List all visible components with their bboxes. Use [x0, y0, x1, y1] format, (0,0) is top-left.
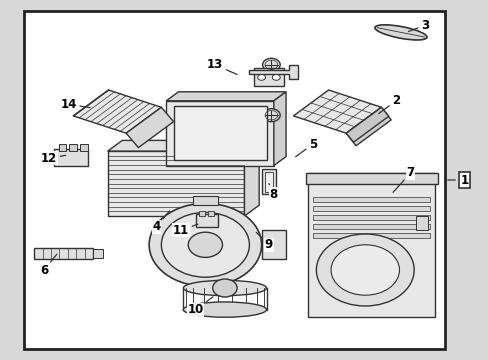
- Circle shape: [212, 279, 237, 297]
- Circle shape: [188, 232, 222, 257]
- Circle shape: [257, 75, 265, 80]
- Text: 12: 12: [41, 152, 65, 165]
- Circle shape: [316, 234, 413, 306]
- Bar: [107, 151, 244, 216]
- Circle shape: [262, 109, 280, 122]
- Text: 2: 2: [378, 94, 399, 113]
- Text: 3: 3: [407, 19, 428, 32]
- Text: 14: 14: [60, 98, 90, 111]
- Circle shape: [262, 58, 280, 71]
- Text: 6: 6: [40, 254, 57, 276]
- Text: 9: 9: [256, 232, 272, 251]
- Text: 5: 5: [295, 138, 316, 157]
- Text: 8: 8: [268, 184, 277, 201]
- Polygon shape: [107, 140, 259, 151]
- Bar: [93, 249, 102, 258]
- Text: 7: 7: [392, 166, 414, 192]
- Bar: [44, 155, 54, 164]
- Polygon shape: [346, 107, 390, 146]
- Bar: [54, 149, 88, 166]
- Bar: [312, 233, 429, 238]
- Text: 4: 4: [152, 211, 169, 233]
- Bar: [193, 196, 217, 205]
- Circle shape: [330, 245, 399, 295]
- Polygon shape: [166, 92, 285, 101]
- Bar: [199, 211, 204, 216]
- Ellipse shape: [183, 280, 266, 296]
- Polygon shape: [73, 90, 161, 133]
- Ellipse shape: [183, 302, 266, 317]
- Bar: [312, 224, 429, 229]
- Ellipse shape: [374, 25, 426, 40]
- Bar: [59, 144, 66, 151]
- Text: 10: 10: [187, 297, 212, 316]
- Circle shape: [149, 203, 261, 286]
- Polygon shape: [244, 140, 259, 216]
- Bar: [312, 215, 429, 220]
- Polygon shape: [126, 107, 173, 148]
- Text: 1: 1: [447, 174, 468, 186]
- Text: 11: 11: [172, 224, 198, 237]
- Bar: [305, 173, 437, 184]
- Bar: [312, 206, 429, 211]
- Bar: [173, 106, 266, 160]
- Bar: [254, 68, 283, 86]
- Bar: [312, 197, 429, 202]
- Bar: [166, 101, 273, 166]
- Polygon shape: [293, 90, 381, 133]
- Polygon shape: [249, 65, 298, 79]
- Bar: [415, 216, 427, 230]
- Bar: [69, 144, 77, 151]
- Bar: [264, 172, 273, 192]
- Polygon shape: [261, 230, 285, 259]
- Bar: [195, 214, 217, 227]
- Text: 13: 13: [206, 58, 237, 75]
- Bar: [80, 144, 87, 151]
- Bar: [24, 11, 444, 349]
- Circle shape: [161, 212, 249, 277]
- Circle shape: [272, 75, 280, 80]
- Polygon shape: [273, 92, 285, 166]
- Bar: [34, 248, 93, 259]
- Polygon shape: [346, 107, 388, 142]
- Bar: [207, 211, 213, 216]
- Bar: [307, 173, 434, 317]
- Bar: [261, 169, 276, 194]
